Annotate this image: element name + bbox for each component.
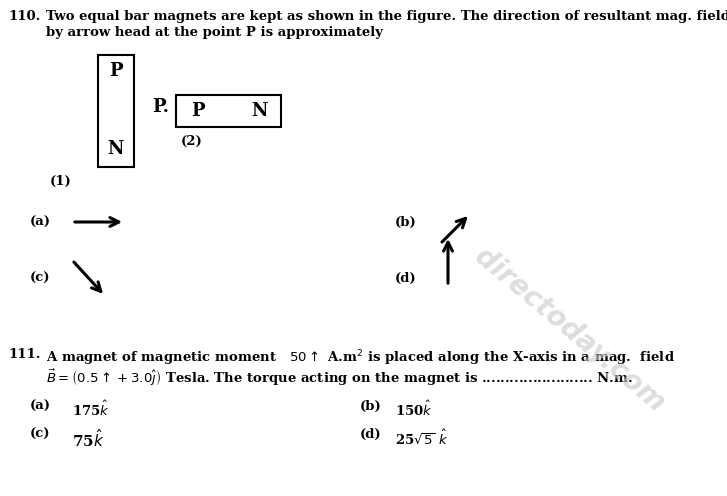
Text: 111.: 111. xyxy=(8,348,41,361)
Text: 25$\sqrt{5}$ $\hat{k}$: 25$\sqrt{5}$ $\hat{k}$ xyxy=(395,428,449,446)
Text: 110.: 110. xyxy=(8,10,41,23)
Text: $\vec{B} = \left(0.5\uparrow + 3.0\hat{\jmath}\right)$ Tesla. The torque acting : $\vec{B} = \left(0.5\uparrow + 3.0\hat{\… xyxy=(46,368,633,388)
Text: (b): (b) xyxy=(395,215,417,229)
Text: P.: P. xyxy=(152,98,169,116)
Text: Two equal bar magnets are kept as shown in the figure. The direction of resultan: Two equal bar magnets are kept as shown … xyxy=(46,10,727,23)
Text: directoday.com: directoday.com xyxy=(470,243,670,418)
Text: P: P xyxy=(109,62,123,80)
Text: 175$\hat{k}$: 175$\hat{k}$ xyxy=(72,400,110,419)
Text: (2): (2) xyxy=(181,135,203,148)
Text: A magnet of magnetic moment   $50\uparrow$ A.m$^2$ is placed along the X-axis in: A magnet of magnetic moment $50\uparrow$… xyxy=(46,348,675,368)
Bar xyxy=(98,55,134,167)
Text: 150$\hat{k}$: 150$\hat{k}$ xyxy=(395,400,433,419)
Text: N: N xyxy=(251,102,268,120)
Text: P: P xyxy=(191,102,205,120)
Text: 75$\hat{k}$: 75$\hat{k}$ xyxy=(72,428,105,450)
Text: (a): (a) xyxy=(30,215,51,229)
Bar xyxy=(176,95,281,127)
Text: (d): (d) xyxy=(360,428,382,441)
Text: (d): (d) xyxy=(395,271,417,285)
Text: (a): (a) xyxy=(30,400,51,413)
Text: (1): (1) xyxy=(50,175,72,188)
Text: (b): (b) xyxy=(360,400,382,413)
Text: (c): (c) xyxy=(30,428,50,441)
Text: (c): (c) xyxy=(30,271,50,285)
Text: by arrow head at the point P is approximately: by arrow head at the point P is approxim… xyxy=(46,26,383,39)
Text: N: N xyxy=(108,140,124,158)
